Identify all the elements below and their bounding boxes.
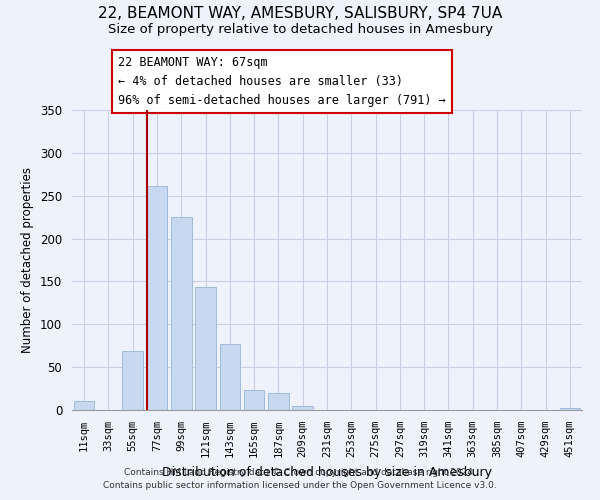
Bar <box>171 217 191 410</box>
Bar <box>244 390 265 410</box>
Bar <box>146 186 167 410</box>
Bar <box>74 402 94 410</box>
Text: Contains HM Land Registry data © Crown copyright and database right 2024.
Contai: Contains HM Land Registry data © Crown c… <box>103 468 497 489</box>
Text: 22, BEAMONT WAY, AMESBURY, SALISBURY, SP4 7UA: 22, BEAMONT WAY, AMESBURY, SALISBURY, SP… <box>98 6 502 20</box>
Bar <box>268 393 289 410</box>
Bar <box>122 351 143 410</box>
Bar <box>292 406 313 410</box>
Text: 22 BEAMONT WAY: 67sqm
← 4% of detached houses are smaller (33)
96% of semi-detac: 22 BEAMONT WAY: 67sqm ← 4% of detached h… <box>118 56 446 107</box>
Y-axis label: Number of detached properties: Number of detached properties <box>22 167 34 353</box>
Bar <box>220 344 240 410</box>
X-axis label: Distribution of detached houses by size in Amesbury: Distribution of detached houses by size … <box>162 466 492 478</box>
Text: Size of property relative to detached houses in Amesbury: Size of property relative to detached ho… <box>107 22 493 36</box>
Bar <box>195 288 216 410</box>
Bar <box>560 408 580 410</box>
